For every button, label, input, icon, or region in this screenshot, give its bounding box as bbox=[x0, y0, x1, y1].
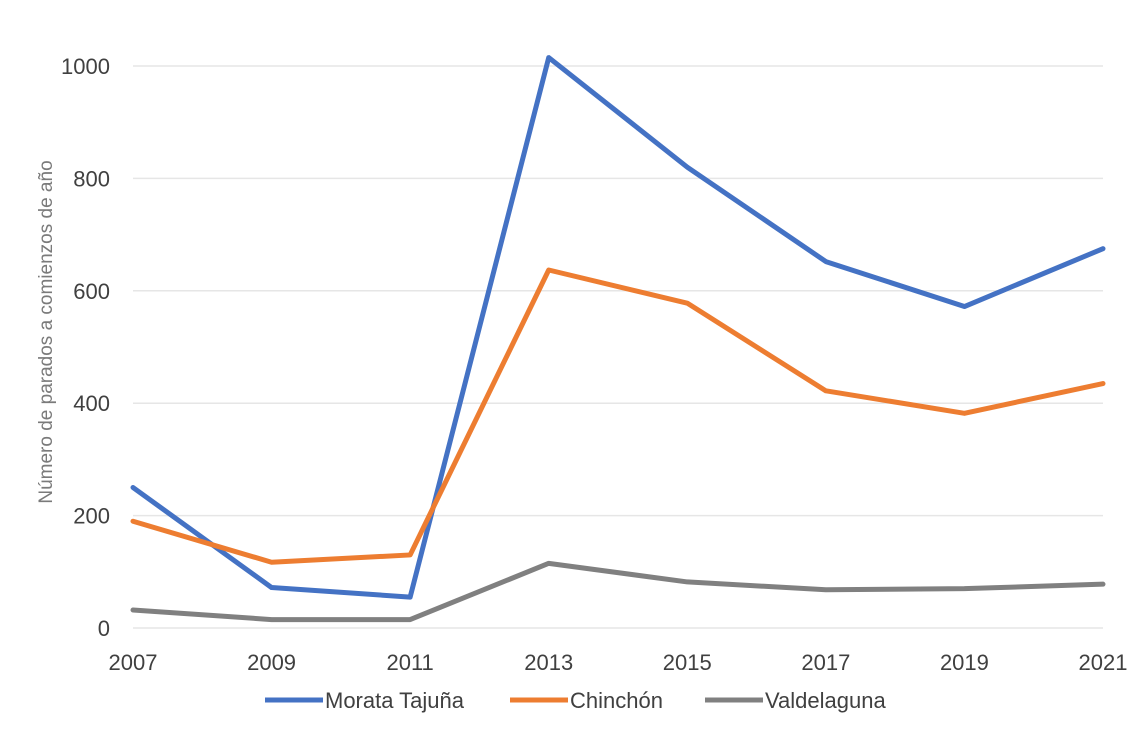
x-tick-label: 2009 bbox=[247, 650, 296, 675]
y-tick-label: 200 bbox=[73, 504, 110, 529]
y-tick-label: 0 bbox=[98, 616, 110, 641]
y-tick-label: 800 bbox=[73, 166, 110, 191]
series-line-valdelaguna bbox=[130, 560, 1106, 623]
legend-label-valdelaguna: Valdelaguna bbox=[765, 688, 886, 713]
legend-label-chinchon: Chinchón bbox=[570, 688, 663, 713]
x-tick-label: 2019 bbox=[940, 650, 989, 675]
x-tick-label: 2021 bbox=[1079, 650, 1128, 675]
y-tick-labels: 0 200 400 600 800 1000 bbox=[61, 54, 110, 641]
x-tick-label: 2015 bbox=[663, 650, 712, 675]
x-tick-label: 2011 bbox=[386, 650, 433, 675]
y-axis-title: Número de parados a comienzos de año bbox=[36, 160, 57, 503]
gridlines bbox=[133, 65, 1103, 629]
legend: Morata Tajuña Chinchón Valdelaguna bbox=[265, 688, 886, 713]
legend-label-morata-tajuna: Morata Tajuña bbox=[325, 688, 465, 713]
x-tick-label: 2017 bbox=[801, 650, 850, 675]
x-tick-label: 2007 bbox=[109, 650, 158, 675]
series-lines bbox=[130, 55, 1106, 623]
x-tick-label: 2013 bbox=[524, 650, 573, 675]
y-tick-label: 600 bbox=[73, 279, 110, 304]
y-tick-label: 1000 bbox=[61, 54, 110, 79]
y-tick-label: 400 bbox=[73, 391, 110, 416]
x-tick-labels: 2007 2009 2011 2013 2015 2017 2019 2021 bbox=[109, 650, 1128, 675]
series-line-morata-tajuna bbox=[130, 55, 1106, 600]
series-line-chinchon bbox=[130, 267, 1106, 565]
